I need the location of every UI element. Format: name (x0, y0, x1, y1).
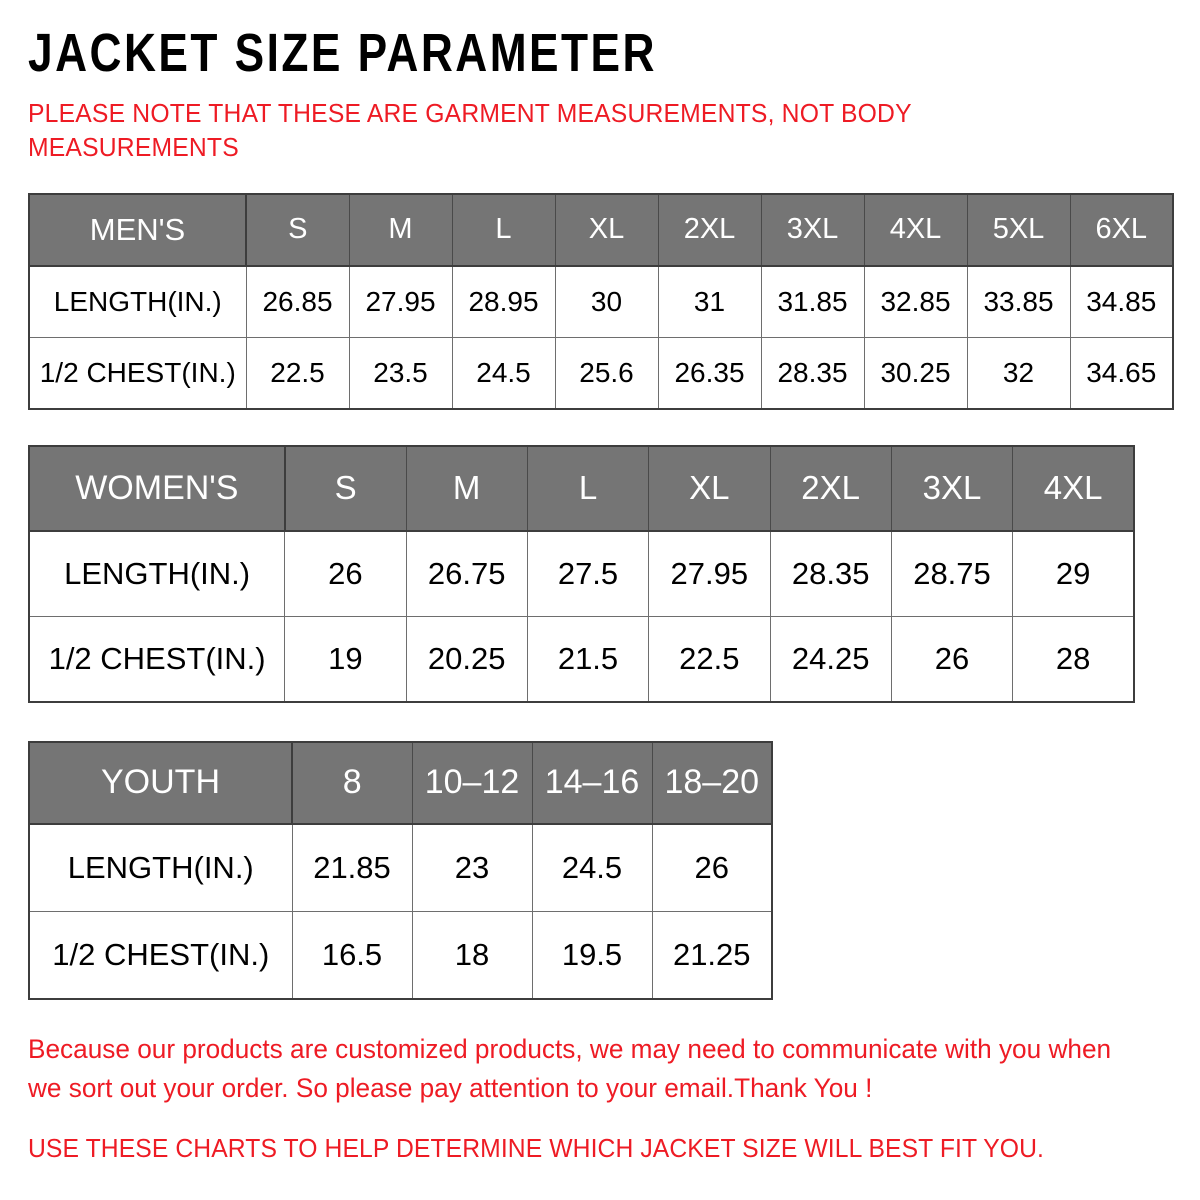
table-header-row: MEN'S S M L XL 2XL 3XL 4XL 5XL 6XL (28, 193, 1174, 267)
size-header-mens-1: M (348, 193, 453, 267)
cell-womens-1-4: 24.25 (769, 615, 892, 703)
row-label-mens-1: 1/2 CHEST(IN.) (28, 336, 247, 410)
size-header-youth-3: 18–20 (651, 741, 773, 825)
womens-table-body: LENGTH(IN.) 26 26.75 27.5 27.95 28.35 28.75 29 1… (28, 530, 1135, 703)
page-title: JACKET SIZE PARAMETER (28, 23, 657, 83)
size-header-mens-2: L (451, 193, 556, 267)
size-header-womens-2: L (526, 445, 650, 532)
size-header-mens-4: 2XL (657, 193, 762, 267)
size-header-womens-1: M (405, 445, 528, 532)
table-row: 1/2 CHEST(IN.) 19 20.25 21.5 22.5 24.25 26 28 (28, 615, 1135, 703)
cell-mens-1-3: 25.6 (554, 336, 659, 410)
cell-youth-1-3: 21.25 (651, 910, 773, 1000)
womens-table-title: WOMEN'S (28, 445, 286, 532)
mens-table-title: MEN'S (28, 193, 247, 267)
row-label-youth-1: 1/2 CHEST(IN.) (28, 910, 293, 1000)
mens-size-table: MEN'S S M L XL 2XL 3XL 4XL 5XL 6XL LENGTH(IN.) 26.… (28, 192, 1174, 410)
size-header-youth-1: 10–12 (411, 741, 533, 825)
size-header-mens-3: XL (554, 193, 659, 267)
cell-mens-0-4: 31 (657, 265, 762, 338)
size-header-mens-6: 4XL (863, 193, 968, 267)
row-label-youth-0: LENGTH(IN.) (28, 823, 293, 912)
cell-womens-1-3: 22.5 (648, 615, 771, 703)
cell-youth-0-2: 24.5 (531, 823, 653, 912)
cell-mens-0-3: 30 (554, 265, 659, 338)
size-header-youth-2: 14–16 (531, 741, 653, 825)
cell-mens-0-8: 34.85 (1069, 265, 1174, 338)
table-row: 1/2 CHEST(IN.) 22.5 23.5 24.5 25.6 26.35 28.35… (28, 336, 1174, 410)
size-header-womens-5: 3XL (890, 445, 1014, 532)
size-header-mens-5: 3XL (760, 193, 865, 267)
cell-womens-1-2: 21.5 (526, 615, 650, 703)
size-header-mens-7: 5XL (966, 193, 1071, 267)
cell-mens-1-4: 26.35 (657, 336, 762, 410)
cell-mens-1-1: 23.5 (348, 336, 453, 410)
womens-table-head: WOMEN'S S M L XL 2XL 3XL 4XL (28, 445, 1135, 532)
cell-womens-0-1: 26.75 (405, 530, 528, 617)
cell-womens-0-3: 27.95 (648, 530, 771, 617)
row-label-mens-0: LENGTH(IN.) (28, 265, 247, 338)
cell-youth-1-2: 19.5 (531, 910, 653, 1000)
table-row: LENGTH(IN.) 26.85 27.95 28.95 30 31 31.85 32.85… (28, 265, 1174, 338)
cell-womens-0-6: 29 (1012, 530, 1135, 617)
mens-table-body: LENGTH(IN.) 26.85 27.95 28.95 30 31 31.85 32.85… (28, 265, 1174, 410)
cell-mens-1-0: 22.5 (245, 336, 350, 410)
cell-womens-0-2: 27.5 (526, 530, 650, 617)
table-row: LENGTH(IN.) 26 26.75 27.5 27.95 28.35 28.75 29 (28, 530, 1135, 617)
mens-table-head: MEN'S S M L XL 2XL 3XL 4XL 5XL 6XL (28, 193, 1174, 267)
cell-mens-0-1: 27.95 (348, 265, 453, 338)
customized-products-note: Because our products are customized prod… (28, 1033, 1112, 1103)
cell-womens-1-0: 19 (284, 615, 407, 703)
size-header-womens-3: XL (648, 445, 771, 532)
cell-youth-0-1: 23 (411, 823, 533, 912)
youth-table-head: YOUTH 8 10–12 14–16 18–20 (28, 741, 773, 825)
cell-mens-0-0: 26.85 (245, 265, 350, 338)
cell-mens-0-5: 31.85 (760, 265, 865, 338)
size-header-womens-0: S (284, 445, 407, 532)
cell-mens-1-5: 28.35 (760, 336, 865, 410)
size-header-womens-4: 2XL (769, 445, 892, 532)
table-header-row: WOMEN'S S M L XL 2XL 3XL 4XL (28, 445, 1135, 532)
cell-youth-1-1: 18 (411, 910, 533, 1000)
cell-womens-1-5: 26 (890, 615, 1014, 703)
table-row: LENGTH(IN.) 21.85 23 24.5 26 (28, 823, 773, 912)
cell-womens-1-6: 28 (1012, 615, 1135, 703)
cell-mens-1-7: 32 (966, 336, 1071, 410)
cell-mens-1-6: 30.25 (863, 336, 968, 410)
row-label-womens-1: 1/2 CHEST(IN.) (28, 615, 286, 703)
use-charts-note: USE THESE CHARTS TO HELP DETERMINE WHICH… (28, 1132, 1045, 1163)
cell-youth-0-0: 21.85 (291, 823, 413, 912)
cell-youth-0-3: 26 (651, 823, 773, 912)
cell-mens-0-6: 32.85 (863, 265, 968, 338)
size-header-youth-0: 8 (291, 741, 413, 825)
youth-table-title: YOUTH (28, 741, 293, 825)
table-row: 1/2 CHEST(IN.) 16.5 18 19.5 21.25 (28, 910, 773, 1000)
cell-womens-1-1: 20.25 (405, 615, 528, 703)
cell-mens-0-7: 33.85 (966, 265, 1071, 338)
row-label-womens-0: LENGTH(IN.) (28, 530, 286, 617)
cell-womens-0-5: 28.75 (890, 530, 1014, 617)
cell-womens-0-0: 26 (284, 530, 407, 617)
size-header-womens-6: 4XL (1012, 445, 1135, 532)
cell-mens-0-2: 28.95 (451, 265, 556, 338)
table-header-row: YOUTH 8 10–12 14–16 18–20 (28, 741, 773, 825)
cell-womens-0-4: 28.35 (769, 530, 892, 617)
womens-size-table: WOMEN'S S M L XL 2XL 3XL 4XL LENGTH(IN.) 26 26.75… (28, 444, 1135, 703)
cell-youth-1-0: 16.5 (291, 910, 413, 1000)
size-header-mens-0: S (245, 193, 350, 267)
youth-table-body: LENGTH(IN.) 21.85 23 24.5 26 1/2 CHEST(IN.) 16… (28, 823, 773, 1000)
size-header-mens-8: 6XL (1069, 193, 1174, 267)
cell-mens-1-8: 34.65 (1069, 336, 1174, 410)
cell-mens-1-2: 24.5 (451, 336, 556, 410)
youth-size-table: YOUTH 8 10–12 14–16 18–20 LENGTH(IN.) 21.85 23… (28, 740, 773, 1000)
garment-measurement-note: PLEASE NOTE THAT THESE ARE GARMENT MEASU… (28, 98, 912, 163)
